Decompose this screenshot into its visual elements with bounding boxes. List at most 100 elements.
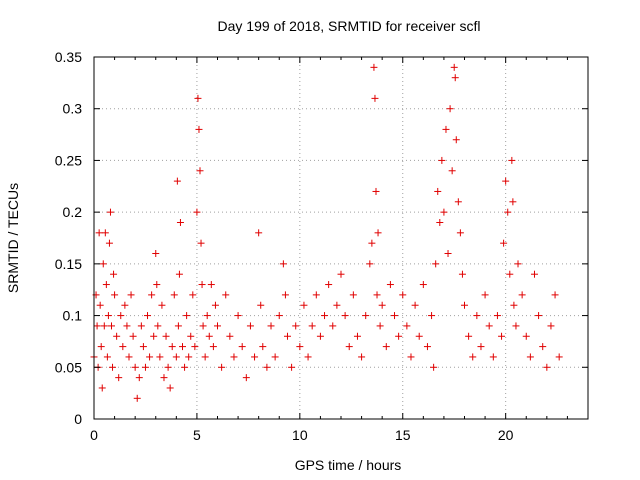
data-point [251, 353, 259, 361]
data-point [378, 301, 386, 309]
data-point [211, 301, 219, 309]
data-point [131, 363, 139, 371]
data-point [189, 291, 197, 299]
grid-lines [94, 57, 588, 419]
data-point [133, 394, 141, 402]
data-point [117, 312, 125, 320]
data-point [121, 301, 129, 309]
data-point [358, 353, 366, 361]
data-point [187, 332, 195, 340]
data-point [218, 363, 226, 371]
data-point [170, 291, 178, 299]
data-point [300, 301, 308, 309]
data-point [428, 312, 436, 320]
data-point [141, 363, 149, 371]
data-point [469, 353, 477, 361]
data-point [175, 270, 183, 278]
y-tick-label: 0.15 [55, 256, 82, 272]
data-point [246, 322, 254, 330]
data-point [477, 343, 485, 351]
data-point [98, 384, 106, 392]
data-point [547, 322, 555, 330]
data-point [493, 312, 501, 320]
data-point [209, 343, 217, 351]
data-point [201, 353, 209, 361]
axes: 0 5 10 15 20 0 0.05 0.1 0.15 0.2 0.25 0.3 0.35 [55, 49, 588, 443]
data-point [162, 332, 170, 340]
data-point [465, 332, 473, 340]
data-point [522, 332, 530, 340]
data-point [473, 312, 481, 320]
data-point [451, 74, 459, 82]
data-point [349, 291, 357, 299]
data-point [530, 270, 538, 278]
data-point [203, 312, 211, 320]
data-point [106, 208, 114, 216]
data-point [454, 198, 462, 206]
data-point [99, 260, 107, 268]
x-tick-label: 15 [395, 427, 411, 443]
data-point [504, 208, 512, 216]
data-point [481, 291, 489, 299]
data-point [222, 291, 230, 299]
data-point [535, 312, 543, 320]
y-tick-label: 0.25 [55, 152, 82, 168]
data-point [555, 353, 563, 361]
data-point [238, 343, 246, 351]
data-point [156, 353, 164, 361]
data-point [101, 229, 109, 237]
data-points [90, 63, 563, 402]
data-point [196, 167, 204, 175]
data-point [411, 301, 419, 309]
data-point [308, 322, 316, 330]
data-point [185, 353, 193, 361]
data-point [113, 332, 121, 340]
data-point [281, 291, 289, 299]
data-point [436, 218, 444, 226]
data-point [551, 291, 559, 299]
data-point [100, 322, 108, 330]
data-point [195, 125, 203, 133]
data-point [450, 63, 458, 71]
data-point [103, 353, 111, 361]
data-point [153, 281, 161, 289]
data-point [371, 94, 379, 102]
data-point [168, 343, 176, 351]
x-axis-label: GPS time / hours [295, 457, 402, 473]
data-point [198, 281, 206, 289]
data-point [461, 301, 468, 309]
data-point [176, 218, 184, 226]
data-point [448, 167, 456, 175]
data-point [386, 281, 394, 289]
data-point [374, 229, 382, 237]
data-point [403, 322, 411, 330]
data-point [391, 312, 399, 320]
data-point [399, 291, 407, 299]
y-tick-label: 0.3 [63, 101, 83, 117]
data-point [230, 353, 238, 361]
data-point [275, 312, 283, 320]
data-point [321, 312, 329, 320]
data-point [97, 343, 105, 351]
x-tick-label: 20 [498, 427, 514, 443]
data-point [446, 105, 454, 113]
data-point [325, 281, 333, 289]
data-point [255, 229, 263, 237]
data-point [111, 291, 119, 299]
data-point [341, 312, 349, 320]
data-point [173, 177, 181, 185]
data-point [452, 136, 460, 144]
data-point [376, 322, 384, 330]
y-tick-label: 0.35 [55, 49, 82, 65]
data-point [160, 374, 168, 382]
data-point [423, 343, 431, 351]
data-point [109, 363, 117, 371]
y-tick-label: 0.2 [63, 204, 83, 220]
data-point [283, 332, 291, 340]
data-point [115, 374, 123, 382]
data-point [205, 332, 213, 340]
data-point [316, 332, 324, 340]
data-point [263, 363, 271, 371]
data-point [279, 260, 287, 268]
data-point [135, 374, 143, 382]
